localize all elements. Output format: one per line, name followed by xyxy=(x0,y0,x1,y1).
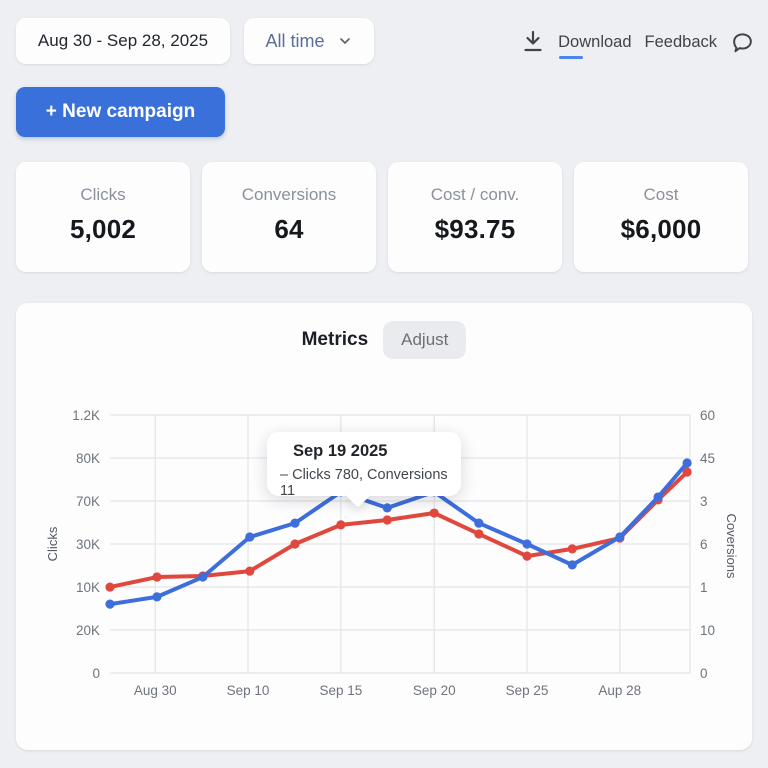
axis-tick-label: 0 xyxy=(92,666,100,681)
axis-tick-label: 0 xyxy=(700,666,708,681)
tooltip-values: – Clicks 780, Conversions 11 xyxy=(280,467,448,499)
clicks-point xyxy=(615,532,625,542)
feedback-button[interactable]: Feedback xyxy=(644,32,717,51)
metrics-title: Metrics xyxy=(301,329,369,350)
clicks-point xyxy=(152,592,162,602)
speech-bubble-icon[interactable] xyxy=(730,30,755,55)
axis-tick-label: 20K xyxy=(76,623,100,638)
stats-row: Clicks 5,002 Conversions 64 Cost / conv.… xyxy=(16,162,748,272)
clicks-point xyxy=(382,503,392,513)
metrics-chart[interactable]: 1.2K 60 80K 45 70K 3 30K 6 10K 1 20K 10 0 0 Aug 30 Sep … xyxy=(16,303,752,750)
clicks-point xyxy=(245,532,255,542)
chart-tooltip: Sep 19 2025 – Clicks 780, Conversions 11 xyxy=(267,432,461,499)
date-range-picker[interactable]: Aug 30 - Sep 28, 2025 xyxy=(16,18,230,64)
tooltip-date: Sep 19 2025 xyxy=(293,442,388,460)
axis-tick-label: 60 xyxy=(700,408,715,423)
axis-tick-label: Aup 28 xyxy=(598,683,641,698)
y-axis-title-left: Clicks xyxy=(45,526,60,561)
conversions-point xyxy=(382,515,392,525)
axis-tick-label: 10 xyxy=(700,623,715,638)
download-label: Download xyxy=(558,32,632,59)
axis-tick-label: 3 xyxy=(700,494,708,509)
conversions-point xyxy=(290,539,300,549)
y-axis-title-right: Coversions xyxy=(724,513,739,579)
metrics-panel: Metrics Adjust 1.2K 60 80K 45 70K 3 30K 6 10K 1 20… xyxy=(16,303,752,750)
conversions-point xyxy=(105,582,115,592)
stat-value: 64 xyxy=(274,214,304,244)
metrics-header: Metrics Adjust xyxy=(16,320,752,360)
conversions-point xyxy=(429,508,439,518)
stat-value: $6,000 xyxy=(620,214,702,244)
conversions-point xyxy=(567,544,577,554)
stat-label: Clicks xyxy=(80,185,126,204)
stat-card-conversions: Conversions 64 xyxy=(202,162,376,272)
axis-tick-label: 1 xyxy=(700,580,708,595)
clicks-point xyxy=(290,518,300,528)
stat-value: $93.75 xyxy=(434,214,516,244)
conversions-point xyxy=(682,467,692,477)
axis-tick-label: 10K xyxy=(76,580,100,595)
conversions-point xyxy=(522,551,532,561)
axis-tick-label: Aug 30 xyxy=(134,683,177,698)
time-filter-dropdown[interactable]: All time xyxy=(244,18,374,64)
axis-tick-label: 80K xyxy=(76,451,100,466)
clicks-point xyxy=(567,560,577,570)
axis-tick-label: 70K xyxy=(76,494,100,509)
clicks-line xyxy=(108,460,690,607)
time-filter-label: All time xyxy=(265,30,325,51)
date-range-label: Aug 30 - Sep 28, 2025 xyxy=(37,31,209,50)
stat-label: Cost / conv. xyxy=(430,185,520,204)
axis-tick-label: Sep 10 xyxy=(227,683,270,698)
stat-value: 5,002 xyxy=(69,214,137,244)
stat-card-cost-per-conv: Cost / conv. $93.75 xyxy=(388,162,562,272)
topbar-actions: Download Feedback xyxy=(521,24,755,60)
chevron-down-icon xyxy=(337,33,353,49)
download-icon[interactable] xyxy=(521,29,545,55)
clicks-point xyxy=(198,572,208,582)
stat-label: Cost xyxy=(643,185,679,204)
axis-tick-label: 1.2K xyxy=(72,408,100,423)
axis-tick-label: 6 xyxy=(700,537,708,552)
clicks-point xyxy=(474,518,484,528)
stat-card-cost: Cost $6,000 xyxy=(574,162,748,272)
new-campaign-button[interactable]: + New campaign xyxy=(16,87,225,137)
clicks-point xyxy=(105,599,115,609)
axis-tick-label: 30K xyxy=(76,537,100,552)
conversions-point xyxy=(336,520,346,530)
axis-tick-label: Sep 25 xyxy=(506,683,549,698)
download-button[interactable]: Download xyxy=(558,32,632,59)
clicks-point xyxy=(653,492,663,502)
stat-card-clicks: Clicks 5,002 xyxy=(16,162,190,272)
axis-tick-label: Sep 15 xyxy=(319,683,362,698)
stat-label: Conversions xyxy=(241,185,337,204)
clicks-point xyxy=(522,539,532,549)
clicks-point xyxy=(682,458,692,468)
axis-tick-label: 45 xyxy=(700,451,715,466)
conversions-point xyxy=(245,566,255,576)
adjust-button[interactable]: Adjust xyxy=(383,321,467,359)
axis-tick-label: Sep 20 xyxy=(413,683,456,698)
conversions-point xyxy=(152,572,162,582)
conversions-point xyxy=(474,529,484,539)
